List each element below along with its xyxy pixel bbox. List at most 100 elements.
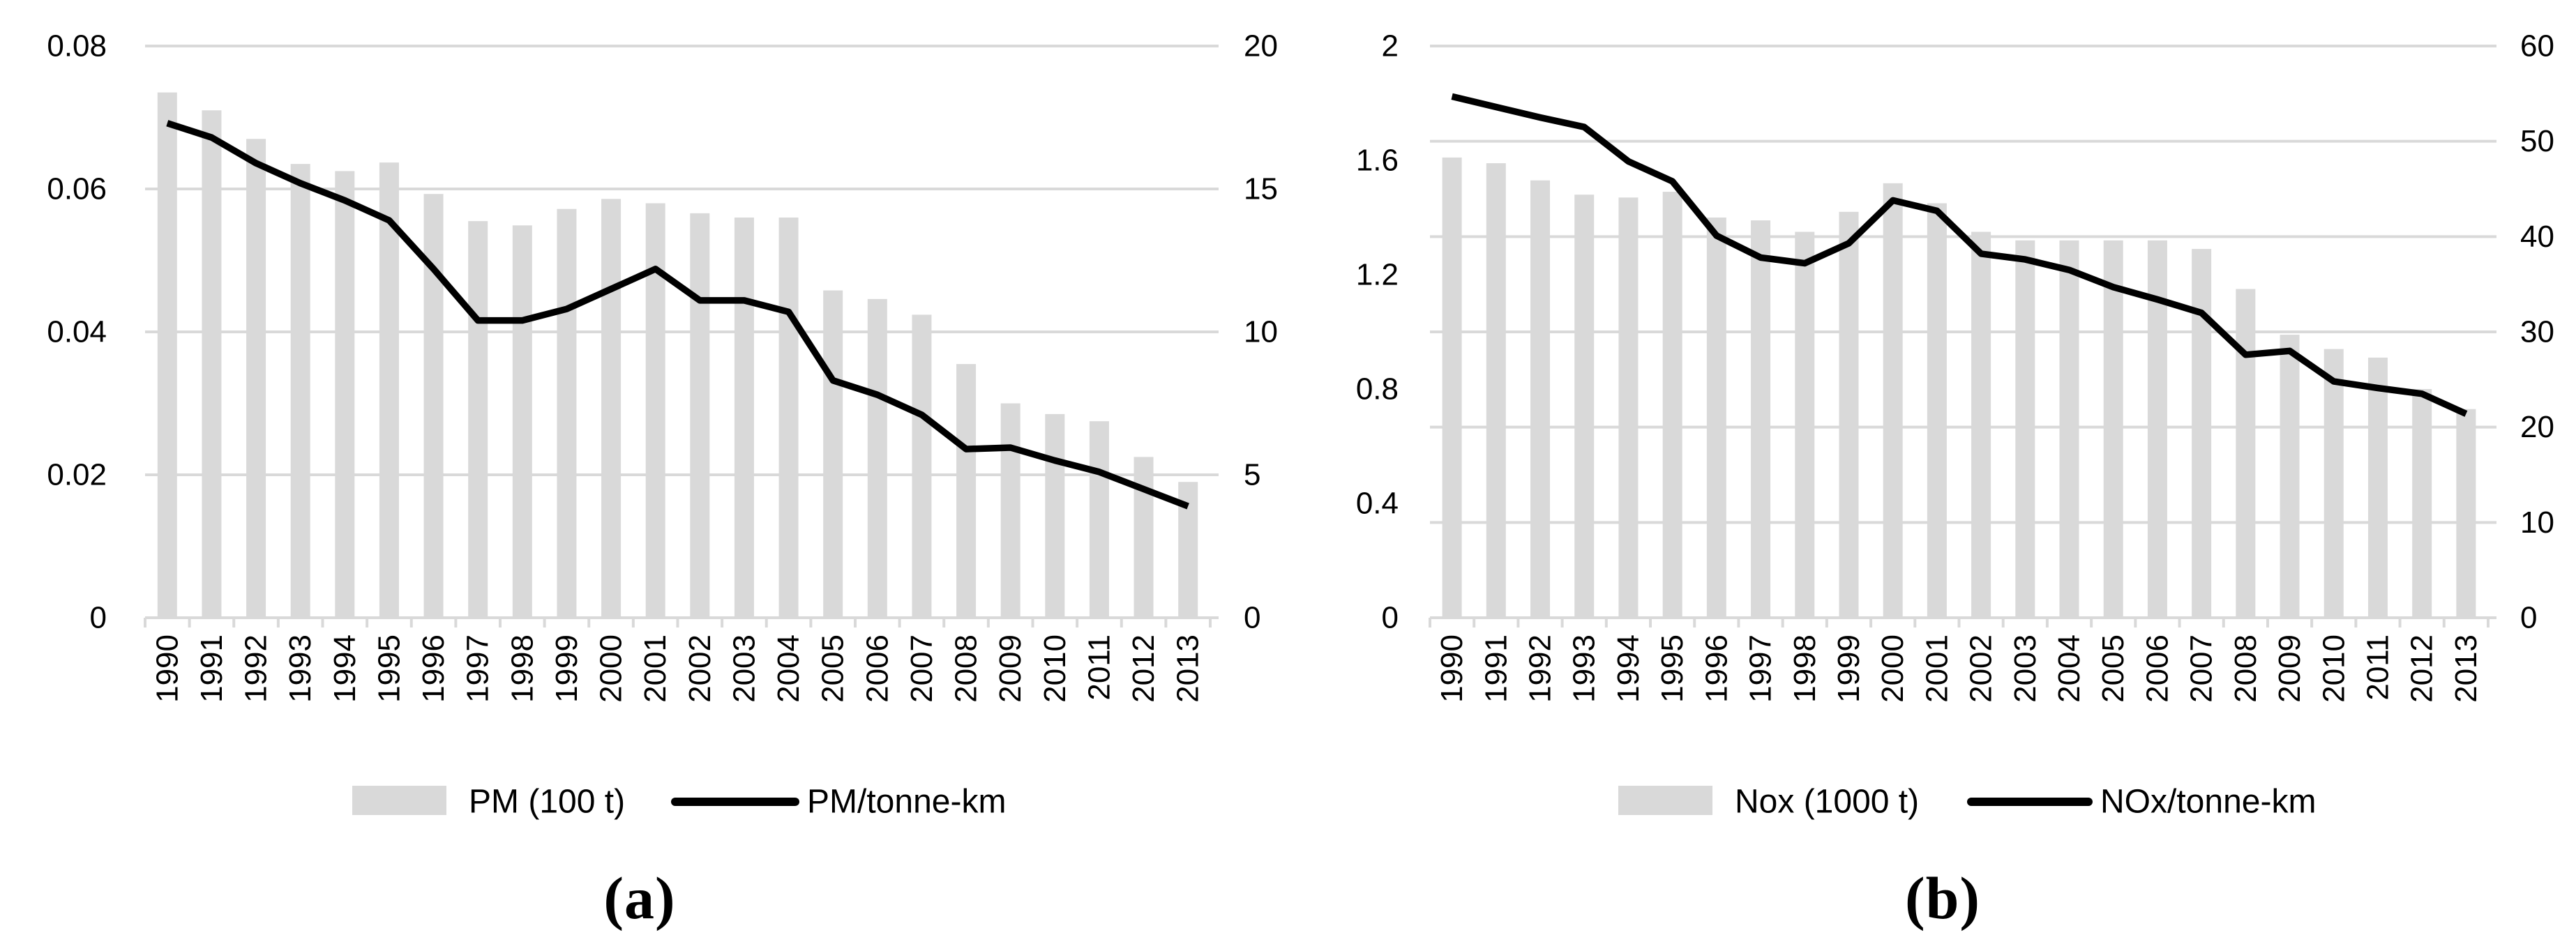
year-label-1990: 1990 <box>1435 634 1469 703</box>
year-label-1996: 1996 <box>1699 634 1733 703</box>
bar-1999 <box>1839 211 1859 618</box>
right-tick-20: 20 <box>1244 29 1278 63</box>
bar-1992 <box>246 139 266 618</box>
left-tick-0.06: 0.06 <box>47 172 107 206</box>
year-label-2001: 2001 <box>638 634 672 703</box>
bar-2003 <box>734 218 754 618</box>
x-axis-ticks <box>1429 618 2490 627</box>
year-label-1992: 1992 <box>1523 634 1558 703</box>
year-label-2010: 2010 <box>2317 634 2351 703</box>
bar-2011 <box>1089 421 1109 618</box>
left-tick-0.4: 0.4 <box>1356 487 1399 521</box>
x-axis-ticks <box>144 618 1212 627</box>
legend: PM (100 t) PM/tonne-km <box>352 784 1006 821</box>
legend-bar-label: Nox (1000 t) <box>1735 784 1919 821</box>
year-label-1998: 1998 <box>1788 634 1822 703</box>
left-tick-1.2: 1.2 <box>1356 258 1399 292</box>
bar-series-Nox (1000 t) <box>1442 157 2476 618</box>
legend-bar-swatch <box>1618 786 1712 815</box>
bar-2007 <box>2192 249 2212 618</box>
year-label-2009: 2009 <box>2273 634 2307 703</box>
year-label-2003: 2003 <box>2008 634 2042 703</box>
year-label-1991: 1991 <box>195 634 229 703</box>
right-tick-20: 20 <box>2520 410 2554 444</box>
year-label-2012: 2012 <box>1127 634 1161 703</box>
bar-2000 <box>601 199 622 618</box>
chart-a-panel: 0.08 0.06 0.04 0.02 0 20 15 10 5 0 1990 1991 1992 199… <box>47 29 1278 821</box>
bar-2008 <box>2236 289 2256 618</box>
bar-2004 <box>2059 240 2079 618</box>
line-series-NOx/tonne-km <box>1451 93 2468 417</box>
bar-1997 <box>468 221 488 618</box>
bar-1991 <box>202 110 222 618</box>
bar-1990 <box>1442 157 1462 618</box>
year-label-2000: 2000 <box>594 634 628 703</box>
year-label-2005: 2005 <box>816 634 850 703</box>
legend-bar-label: PM (100 t) <box>469 784 625 821</box>
x-axis-labels: 1990 1991 1992 1993 1994 1995 1996 1997 1998 1999… <box>1435 634 2483 703</box>
year-label-1996: 1996 <box>416 634 451 703</box>
year-label-2013: 2013 <box>2449 634 2483 703</box>
year-label-2001: 2001 <box>1920 634 1954 703</box>
year-label-1995: 1995 <box>1655 634 1689 703</box>
year-label-2006: 2006 <box>2140 634 2174 703</box>
bar-2001 <box>1927 203 1947 618</box>
bar-2005 <box>2103 240 2123 618</box>
year-label-2002: 2002 <box>683 634 717 703</box>
year-label-2012: 2012 <box>2405 634 2439 703</box>
legend: Nox (1000 t) NOx/tonne-km <box>1618 784 2316 821</box>
line-series-PM/tonne-km <box>166 120 1189 510</box>
right-tick-0: 0 <box>1244 601 1260 635</box>
bar-1995 <box>379 162 399 618</box>
right-tick-10: 10 <box>2520 505 2554 540</box>
caption-b: (b) <box>1904 865 1981 931</box>
year-label-1991: 1991 <box>1479 634 1513 703</box>
year-label-2007: 2007 <box>2185 634 2219 703</box>
year-label-1993: 1993 <box>1567 634 1602 703</box>
right-tick-0: 0 <box>2520 601 2537 635</box>
year-label-2011: 2011 <box>1082 634 1116 701</box>
right-axis-labels: 60 50 40 30 20 10 0 <box>2520 29 2554 635</box>
bar-1998 <box>512 225 532 618</box>
x-axis-labels: 1990 1991 1992 1993 1994 1995 1996 1997 1998 1999… <box>150 634 1205 703</box>
bar-2011 <box>2367 357 2388 618</box>
left-tick-0.04: 0.04 <box>47 315 107 349</box>
bar-1994 <box>1618 197 1639 618</box>
year-label-2000: 2000 <box>1876 634 1910 703</box>
year-label-1995: 1995 <box>372 634 406 703</box>
right-tick-10: 10 <box>1244 315 1278 349</box>
bar-series-PM (100 t) <box>157 92 1198 618</box>
year-label-1994: 1994 <box>328 634 362 703</box>
right-tick-15: 15 <box>1244 172 1278 206</box>
left-axis-labels: 0.08 0.06 0.04 0.02 0 <box>47 29 107 635</box>
year-label-2008: 2008 <box>949 634 984 703</box>
bar-2010 <box>1045 413 1065 618</box>
bar-2010 <box>2323 349 2344 618</box>
legend-line-label: NOx/tonne-km <box>2100 784 2316 821</box>
bar-2008 <box>956 364 977 618</box>
bar-2012 <box>2412 389 2432 618</box>
right-axis-labels: 20 15 10 5 0 <box>1244 29 1278 635</box>
year-label-2010: 2010 <box>1038 634 1072 703</box>
left-tick-2: 2 <box>1382 29 1399 63</box>
year-label-2013: 2013 <box>1171 634 1205 703</box>
bar-1996 <box>1706 218 1726 618</box>
year-label-2005: 2005 <box>2096 634 2130 703</box>
right-tick-30: 30 <box>2520 315 2554 349</box>
year-label-1999: 1999 <box>1832 634 1866 703</box>
left-tick-0.8: 0.8 <box>1356 372 1399 406</box>
year-label-2007: 2007 <box>905 634 939 703</box>
year-label-1992: 1992 <box>239 634 273 703</box>
right-tick-40: 40 <box>2520 220 2554 254</box>
year-label-2003: 2003 <box>727 634 761 703</box>
bar-2003 <box>2015 240 2035 618</box>
bar-1993 <box>1574 195 1595 618</box>
right-tick-60: 60 <box>2520 29 2554 63</box>
bar-2000 <box>1883 183 1903 618</box>
bar-2001 <box>645 203 665 618</box>
bar-1997 <box>1751 220 1771 618</box>
right-tick-5: 5 <box>1244 458 1260 492</box>
